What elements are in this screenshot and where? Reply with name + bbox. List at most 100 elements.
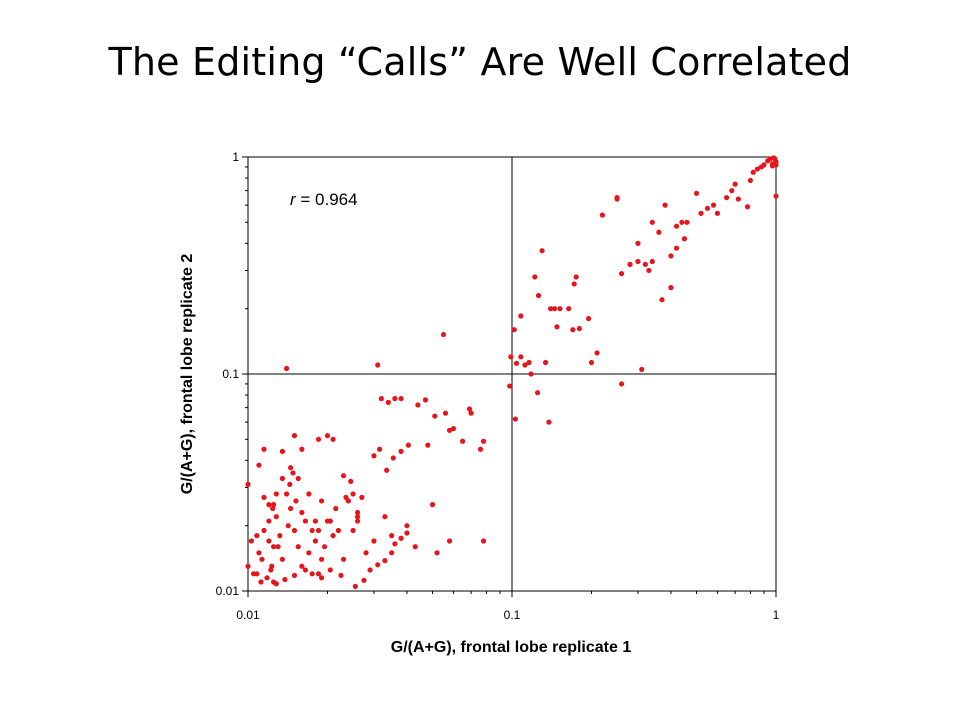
data-point <box>673 245 680 251</box>
data-point <box>571 281 577 287</box>
data-point <box>432 413 438 419</box>
data-point <box>635 240 641 246</box>
data-point <box>309 571 315 577</box>
data-point <box>306 550 312 556</box>
data-point <box>532 274 538 280</box>
data-point <box>679 219 685 225</box>
data-point <box>398 448 404 454</box>
y-tick-label: 0.1 <box>222 367 239 381</box>
data-point <box>330 436 336 442</box>
data-point <box>398 396 404 402</box>
data-point <box>293 498 299 504</box>
data-point <box>552 306 558 312</box>
data-point <box>646 267 652 274</box>
data-point <box>279 556 286 562</box>
data-point <box>642 261 648 267</box>
data-point <box>534 390 541 396</box>
data-point <box>378 396 384 402</box>
data-point <box>389 533 395 539</box>
data-points <box>245 155 779 590</box>
data-point <box>627 261 633 267</box>
data-point <box>354 518 361 524</box>
data-point <box>528 371 534 377</box>
data-point <box>363 550 369 556</box>
data-point <box>714 210 721 216</box>
data-point <box>266 502 272 508</box>
data-point <box>539 248 545 254</box>
data-point <box>248 538 254 544</box>
data-point <box>288 465 294 471</box>
data-point <box>283 491 290 497</box>
data-point <box>321 544 328 550</box>
data-point <box>440 331 447 338</box>
data-point <box>392 396 398 402</box>
data-point <box>446 427 453 433</box>
data-point <box>273 491 279 497</box>
data-point <box>295 544 301 550</box>
data-point <box>295 475 301 482</box>
data-point <box>442 410 449 416</box>
data-point <box>330 533 336 539</box>
data-point <box>318 556 325 562</box>
data-point <box>359 494 365 500</box>
data-point <box>258 579 264 585</box>
data-point <box>318 575 325 581</box>
data-point <box>268 567 274 573</box>
data-point <box>327 567 333 573</box>
data-point <box>261 446 267 452</box>
data-point <box>302 567 309 573</box>
x-axis-title: G/(A+G), frontal lobe replicate 1 <box>391 639 632 656</box>
data-point <box>338 572 344 579</box>
data-point <box>404 530 410 536</box>
data-point <box>291 527 298 534</box>
data-point <box>522 362 528 368</box>
data-point <box>302 518 309 524</box>
data-point <box>266 518 272 524</box>
data-point <box>279 475 286 482</box>
correlation-annotation: r = 0.964 <box>290 190 358 209</box>
data-point <box>466 406 473 412</box>
x-tick-label: 0.1 <box>504 608 521 622</box>
data-point <box>345 498 351 504</box>
data-point <box>404 523 410 529</box>
data-point <box>639 366 645 373</box>
data-point <box>570 327 576 333</box>
data-point <box>283 365 290 372</box>
data-point <box>315 571 322 577</box>
data-point <box>385 399 391 405</box>
data-point <box>618 381 625 387</box>
plot-frame <box>247 156 777 592</box>
data-point <box>588 359 595 366</box>
data-point <box>340 473 347 479</box>
data-point <box>245 563 251 569</box>
data-point <box>412 544 418 550</box>
data-point <box>318 498 325 504</box>
data-point <box>477 446 484 452</box>
data-point <box>546 419 552 425</box>
data-point <box>446 538 453 544</box>
data-point <box>668 253 674 259</box>
data-point <box>518 354 524 360</box>
data-point <box>656 229 662 235</box>
x-tick-label: 0.01 <box>236 608 260 622</box>
data-point <box>405 442 411 448</box>
data-point <box>668 285 674 291</box>
data-point <box>422 397 429 403</box>
data-point <box>508 354 514 360</box>
slide-title: The Editing “Calls” Are Well Correlated <box>108 40 852 84</box>
data-point <box>681 236 688 242</box>
data-point <box>747 177 754 184</box>
data-point <box>480 438 487 444</box>
data-point <box>361 577 367 583</box>
data-point <box>659 297 665 303</box>
x-tick-label: 1 <box>773 608 780 622</box>
data-point <box>450 426 457 432</box>
data-point <box>566 306 572 312</box>
data-point <box>710 202 717 208</box>
data-point <box>254 533 260 539</box>
data-point <box>635 258 641 265</box>
data-point <box>513 360 520 366</box>
data-point <box>512 416 518 422</box>
data-point <box>460 438 466 444</box>
